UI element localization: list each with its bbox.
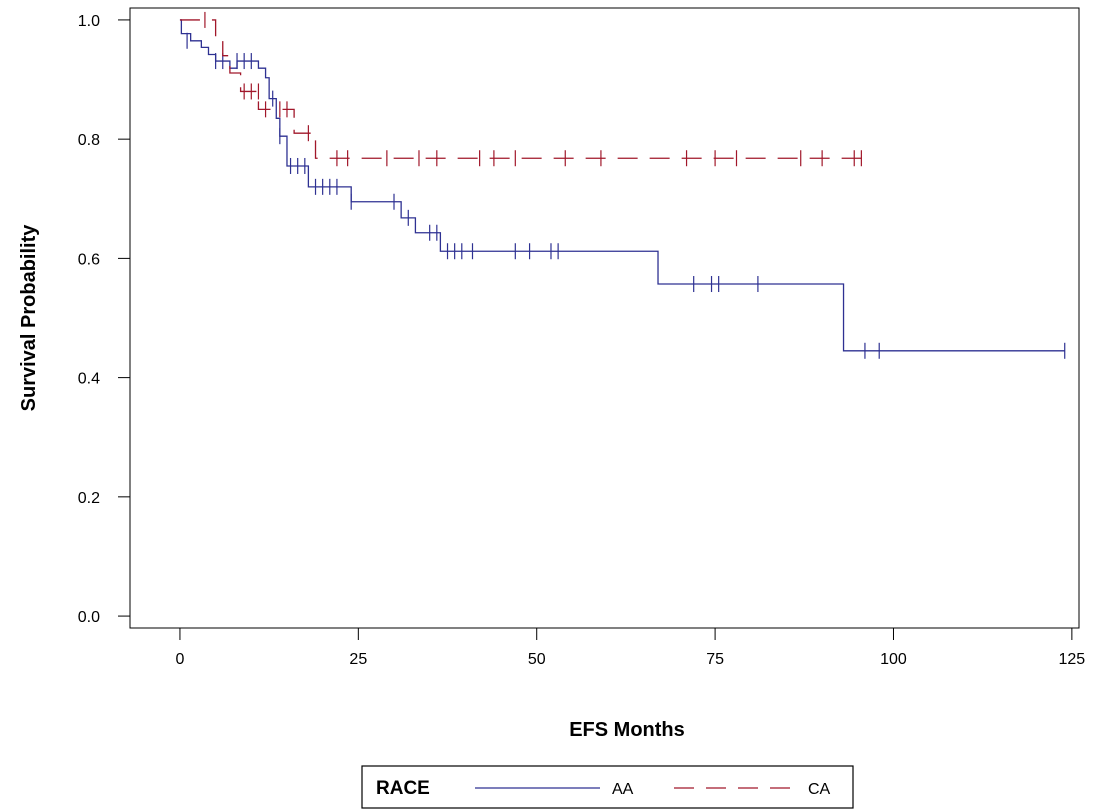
y-axis-title: Survival Probability <box>18 224 40 412</box>
series-layer <box>179 11 1066 359</box>
y-axis: 0.0 0.2 0.4 0.6 0.8 1.0 <box>78 13 130 626</box>
survival-curve-aa <box>179 19 1065 352</box>
legend-label-aa: AA <box>612 781 634 798</box>
y-tick-label: 0.2 <box>78 490 100 507</box>
x-axis: 0 25 50 75 100 125 <box>175 628 1085 668</box>
legend-title: RACE <box>376 778 430 799</box>
plot-frame <box>129 7 1080 629</box>
x-tick-label: 125 <box>1059 651 1086 668</box>
y-tick-label: 0.6 <box>78 251 100 268</box>
legend: RACE AA CA <box>361 765 854 809</box>
x-tick-label: 100 <box>880 651 907 668</box>
y-tick-label: 0.4 <box>78 371 100 388</box>
legend-box <box>361 765 854 809</box>
x-tick-label: 25 <box>349 651 367 668</box>
x-tick-label: 50 <box>528 651 546 668</box>
y-tick-label: 0.0 <box>78 609 100 626</box>
x-axis-title: EFS Months <box>569 719 685 741</box>
y-tick-label: 1.0 <box>78 13 100 30</box>
legend-label-ca: CA <box>808 781 831 798</box>
x-tick-label: 0 <box>175 651 184 668</box>
x-tick-label: 75 <box>706 651 724 668</box>
y-tick-label: 0.8 <box>78 132 100 149</box>
survival-curve-ca <box>179 19 865 159</box>
